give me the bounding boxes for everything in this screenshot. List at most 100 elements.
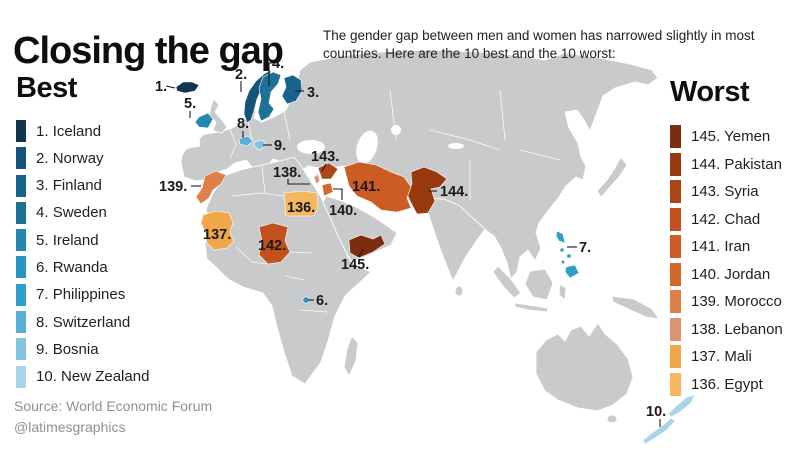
- worst-heading: Worst: [670, 76, 750, 108]
- land-australia: [535, 322, 634, 412]
- item-name: Finland: [52, 177, 102, 195]
- country-new-zealand: [642, 394, 696, 445]
- leader-syria: [321, 163, 327, 172]
- item-name: Pakistan: [724, 155, 782, 173]
- item-rank: 139.: [691, 293, 721, 310]
- rank-color-swatch: [16, 229, 26, 252]
- list-item: 5. Ireland: [16, 229, 149, 252]
- country-switzerland: [238, 135, 254, 147]
- land-madagascar: [343, 335, 359, 377]
- item-rank: 142.: [691, 210, 721, 228]
- item-name: Switzerland: [52, 313, 131, 331]
- item-name: Jordan: [724, 265, 771, 283]
- item-rank: 10.: [36, 368, 57, 386]
- item-rank: 140.: [691, 265, 721, 283]
- list-item: 8. Switzerland: [16, 311, 149, 334]
- list-item: 145. Yemen: [670, 125, 783, 148]
- list-item: 139. Morocco: [670, 290, 783, 313]
- map-label-finland: 3.: [307, 85, 319, 101]
- lake-balkhash: [448, 143, 464, 149]
- map-label-bosnia: 9.: [274, 138, 286, 154]
- country-ireland: [194, 112, 214, 129]
- map-label-iran: 141.: [352, 179, 380, 195]
- item-rank: 7.: [36, 286, 49, 304]
- list-item: 138. Lebanon: [670, 317, 783, 341]
- country-lebanon: [313, 173, 321, 185]
- item-rank: 137.: [691, 348, 721, 365]
- rank-color-swatch: [670, 317, 681, 341]
- map-label-rwanda: 6.: [316, 293, 328, 309]
- land-india: [425, 197, 486, 283]
- map-label-jordan: 140.: [329, 203, 357, 219]
- item-rank: 145.: [691, 128, 721, 145]
- land-newguinea: [611, 295, 660, 320]
- rank-color-swatch: [16, 365, 26, 388]
- source-line: Source: World Economic Forum: [14, 398, 213, 414]
- rank-color-swatch: [670, 290, 681, 313]
- map-label-morocco: 139.: [159, 179, 187, 195]
- credit-line: @latimesgraphics: [14, 419, 126, 435]
- rank-color-swatch: [670, 262, 681, 286]
- list-item: 143. Syria: [670, 180, 783, 203]
- country-finland: [281, 74, 303, 105]
- leader-lebanon: [287, 179, 310, 185]
- rank-color-swatch: [670, 180, 681, 203]
- map-label-new-zealand: 10.: [646, 404, 666, 420]
- list-item: 3. Finland: [16, 174, 149, 197]
- best-heading: Best: [16, 72, 77, 104]
- country-mali: [200, 210, 235, 251]
- rank-color-swatch: [670, 235, 681, 258]
- item-name: Bosnia: [52, 340, 99, 358]
- item-rank: 143.: [691, 183, 721, 200]
- item-name: Morocco: [724, 293, 782, 310]
- map-label-lebanon: 138.: [273, 165, 301, 181]
- rank-color-swatch: [670, 372, 681, 396]
- subtitle: The gender gap between men and women has…: [323, 27, 755, 62]
- item-name: Yemen: [724, 128, 771, 145]
- map-labels: 1. 2. 4. 3. 5. 8. 9. 6. 7. 10. 143. 138.…: [155, 56, 666, 420]
- map-label-egypt: 136.: [287, 200, 315, 216]
- caspian-sea: [356, 130, 378, 164]
- leader-yemen: [358, 248, 364, 258]
- item-name: Norway: [52, 149, 104, 167]
- rank-color-swatch: [16, 120, 26, 142]
- item-name: Philippines: [52, 286, 126, 304]
- item-rank: 3.: [36, 177, 49, 195]
- leader-lines: [165, 62, 661, 427]
- item-name: Chad: [724, 210, 761, 228]
- rank-color-swatch: [670, 207, 681, 231]
- land-africa: [204, 156, 372, 385]
- list-item: 10. New Zealand: [16, 365, 150, 388]
- item-rank: 136.: [691, 375, 721, 393]
- item-rank: 141.: [691, 238, 721, 255]
- map-label-syria: 143.: [311, 149, 339, 165]
- item-name: Lebanon: [724, 320, 783, 338]
- country-yemen: [348, 234, 386, 259]
- item-name: Mali: [724, 348, 752, 365]
- list-item: 141. Iran: [670, 235, 783, 258]
- map-label-mali: 137.: [203, 227, 231, 243]
- worst-list: 145. Yemen 144. Pakistan 143. Syria 142.…: [670, 125, 783, 400]
- list-item: 7. Philippines: [16, 283, 149, 306]
- list-item: 6. Rwanda: [16, 256, 149, 279]
- rank-color-swatch: [670, 152, 681, 176]
- list-item: 144. Pakistan: [670, 152, 783, 176]
- item-name: Iceland: [52, 122, 102, 140]
- leader-jordan: [333, 188, 343, 200]
- item-rank: 8.: [36, 313, 49, 331]
- land-java: [514, 302, 549, 313]
- list-item: 142. Chad: [670, 207, 783, 231]
- item-name: New Zealand: [61, 368, 150, 386]
- list-item: 137. Mali: [670, 345, 783, 368]
- worst-countries: [195, 161, 448, 265]
- list-item: 136. Egypt: [670, 372, 783, 396]
- rank-color-swatch: [16, 147, 26, 170]
- country-bosnia: [253, 139, 267, 151]
- item-rank: 2.: [36, 149, 49, 167]
- map-label-norway: 2.: [235, 67, 247, 83]
- map-label-switzerland: 8.: [237, 116, 249, 132]
- land-uk: [208, 98, 228, 134]
- country-jordan: [321, 182, 334, 197]
- item-name: Iran: [724, 238, 751, 255]
- country-philippines: [555, 230, 580, 279]
